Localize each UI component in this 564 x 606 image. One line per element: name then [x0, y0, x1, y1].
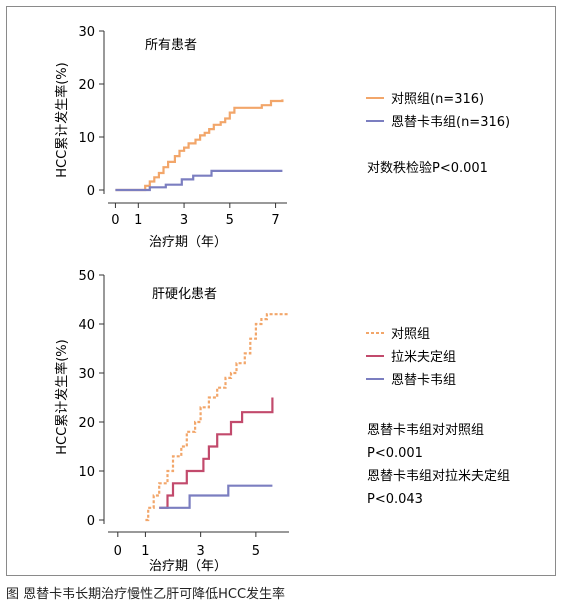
- x-tick-label: 3: [180, 213, 188, 228]
- y-tick-label: 20: [78, 78, 95, 93]
- x-tick-label: 0: [111, 213, 119, 228]
- test-note-3: 恩替卡韦组对拉米夫定组: [367, 469, 510, 484]
- legend-label-2: 拉米夫定组: [391, 350, 456, 365]
- series-line-2: [159, 397, 274, 509]
- test-note-1: 恩替卡韦组对对照组: [367, 423, 484, 438]
- test-note-4: P<0.043: [367, 492, 423, 507]
- x-axis-label: 治疗期（年）: [149, 235, 227, 250]
- legend-label-1: 对照组: [391, 327, 430, 342]
- legend: 对照组(n=316) 恩替卡韦组(n=316): [366, 92, 510, 130]
- x-tick-label: 3: [197, 544, 205, 559]
- y-axis-label: HCC累计发生率(%): [54, 339, 70, 454]
- x-tick-label: 1: [134, 213, 142, 228]
- y-tick-label: 50: [78, 269, 95, 284]
- legend-label-1: 对照组(n=316): [391, 92, 484, 107]
- series-line-1: [115, 99, 284, 192]
- chart-title: 所有患者: [145, 38, 197, 53]
- x-tick-label: 5: [252, 544, 260, 559]
- series-line-1: [145, 313, 289, 522]
- y-tick-label: 30: [78, 25, 95, 40]
- y-tick-label: 20: [78, 416, 95, 431]
- series-line-3: [159, 484, 273, 509]
- y-tick-label: 40: [78, 318, 95, 333]
- series-lines: [145, 313, 289, 522]
- log-rank-test-note: 对数秩检验P<0.001: [367, 160, 488, 176]
- y-tick-label: 30: [78, 367, 95, 382]
- y-tick-label: 10: [78, 465, 95, 480]
- y-axis-label: HCC累计发生率(%): [54, 62, 70, 177]
- axes: 0 10 20 30 40 50 0 1 3 5: [78, 269, 289, 559]
- legend-label-3: 恩替卡韦组: [391, 373, 456, 388]
- x-axis-label: 治疗期（年）: [149, 559, 227, 574]
- test-note-2: P<0.001: [367, 446, 423, 461]
- y-tick-label: 0: [87, 184, 95, 199]
- chart-cirrhosis-patients: 肝硬化患者 HCC累计发生率(%) 治疗期（年） 0 10 20 30 40 50 0 1 3 5…: [54, 269, 510, 574]
- x-tick-label: 1: [141, 544, 149, 559]
- x-tick-label: 7: [271, 213, 279, 228]
- figure-caption: 图 恩替卡韦长期治疗慢性乙肝可降低HCC发生率: [6, 587, 286, 602]
- x-tick-label: 5: [226, 213, 234, 228]
- series-lines: [115, 99, 284, 192]
- series-line-2: [115, 169, 283, 192]
- y-tick-label: 10: [78, 131, 95, 146]
- figure-frame: [6, 6, 556, 576]
- x-tick-label: 0: [114, 544, 122, 559]
- chart-title: 肝硬化患者: [152, 287, 217, 302]
- y-tick-label: 0: [87, 514, 95, 529]
- legend-label-2: 恩替卡韦组(n=316): [391, 115, 510, 130]
